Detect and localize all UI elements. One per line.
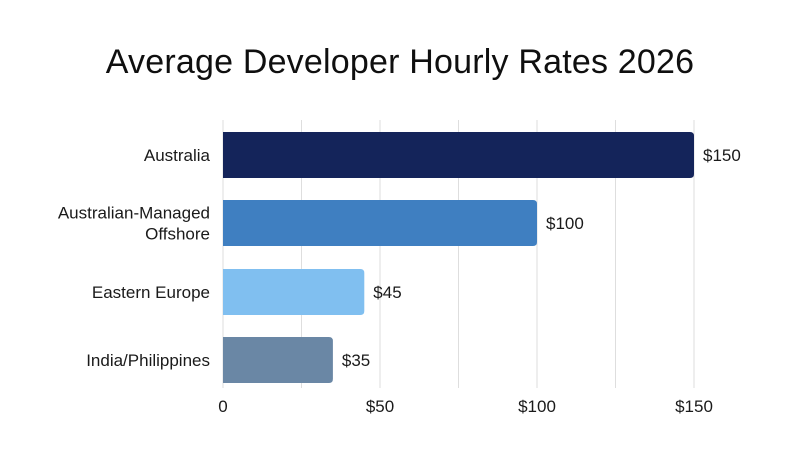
x-tick-label-0: 0: [218, 397, 227, 416]
category-label-2: Australian-Managed Offshore: [58, 204, 210, 244]
value-label-3: $45: [373, 283, 401, 302]
bar-1: [223, 132, 694, 178]
bars: [223, 132, 694, 383]
x-tick-label-50: $50: [366, 397, 394, 416]
value-label-4: $35: [342, 351, 370, 370]
x-tick-label-150: $150: [675, 397, 713, 416]
category-label-line: Eastern Europe: [92, 283, 210, 302]
category-label-4: India/Philippines: [86, 351, 210, 370]
bar-4: [223, 337, 333, 383]
bar-2: [223, 200, 537, 246]
category-labels: Australia Australian-Managed Offshore Easte…: [58, 146, 211, 370]
category-label-line: Offshore: [145, 225, 210, 244]
category-label-line: India/Philippines: [86, 351, 210, 370]
x-axis-tick-labels: 0 $50 $100 $150: [218, 397, 713, 416]
value-label-1: $150: [703, 146, 741, 165]
value-labels: $150 $100 $45 $35: [342, 146, 741, 370]
x-tick-label-100: $100: [518, 397, 556, 416]
bar-3: [223, 269, 365, 315]
category-label-3: Eastern Europe: [92, 283, 210, 302]
category-label-line: Australia: [144, 146, 211, 165]
value-label-2: $100: [546, 214, 584, 233]
chart-title: Average Developer Hourly Rates 2026: [105, 43, 695, 81]
category-label-line: Australian-Managed: [58, 204, 210, 223]
category-label-1: Australia: [144, 146, 211, 165]
